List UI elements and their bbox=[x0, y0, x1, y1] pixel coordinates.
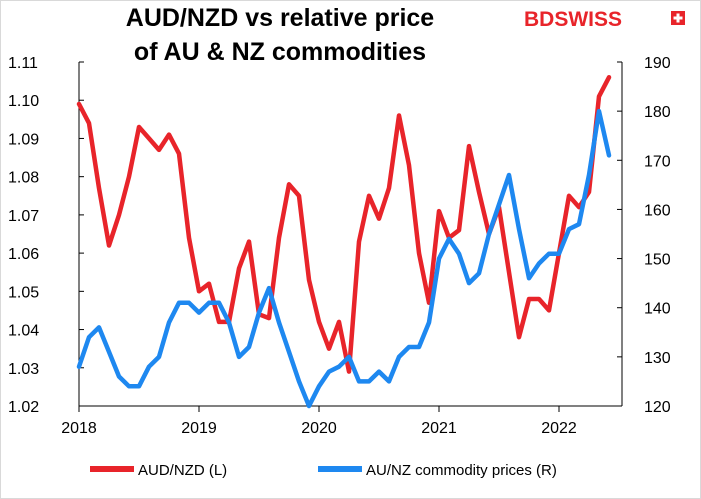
left-tick-label: 1.11 bbox=[8, 55, 38, 72]
left-tick-label: 1.05 bbox=[8, 284, 39, 301]
chart-title-line-2: of AU & NZ commodities bbox=[133, 38, 427, 66]
right-tick-label: 130 bbox=[644, 350, 671, 367]
left-tick-label: 1.09 bbox=[8, 131, 39, 148]
left-tick-label: 1.02 bbox=[8, 399, 39, 416]
x-tick-label: 2021 bbox=[421, 420, 457, 437]
x-tick-label: 2019 bbox=[181, 420, 217, 437]
legend-label-audnzd: AUD/NZD (L) bbox=[138, 462, 227, 479]
right-tick-label: 180 bbox=[644, 104, 671, 121]
legend-label-commodity: AU/NZ commodity prices (R) bbox=[366, 462, 557, 479]
series-layer bbox=[76, 75, 612, 409]
left-tick-label: 1.08 bbox=[8, 170, 39, 187]
left-tick-label: 1.10 bbox=[8, 93, 39, 110]
x-tick-label: 2018 bbox=[61, 420, 97, 437]
bdswiss-logo: BDSWISS bbox=[524, 8, 623, 31]
left-tick-label: 1.07 bbox=[8, 208, 39, 225]
chart-legend: AUD/NZD (L) AU/NZ commodity prices (R) bbox=[90, 462, 557, 479]
series-line-audnzd bbox=[76, 75, 612, 374]
right-tick-label: 160 bbox=[644, 202, 671, 219]
right-tick-label: 170 bbox=[644, 153, 671, 170]
x-tick-label: 2022 bbox=[541, 420, 577, 437]
chart-title-line-1: AUD/NZD vs relative price bbox=[125, 4, 435, 32]
left-tick-label: 1.03 bbox=[8, 361, 39, 378]
right-tick-label: 120 bbox=[644, 399, 671, 416]
series-line-commodity-prices bbox=[76, 108, 612, 409]
x-tick-label: 2020 bbox=[301, 420, 337, 437]
chart-axes: 1.02 1.03 1.04 1.05 1.06 1.07 1.08 1.09 1.10 1.11… bbox=[8, 55, 671, 437]
right-tick-label: 140 bbox=[644, 301, 671, 318]
right-tick-label: 150 bbox=[644, 252, 671, 269]
swiss-cross-icon bbox=[671, 11, 685, 25]
right-tick-label: 190 bbox=[644, 55, 671, 72]
left-tick-label: 1.04 bbox=[8, 323, 39, 340]
left-tick-label: 1.06 bbox=[8, 246, 39, 263]
